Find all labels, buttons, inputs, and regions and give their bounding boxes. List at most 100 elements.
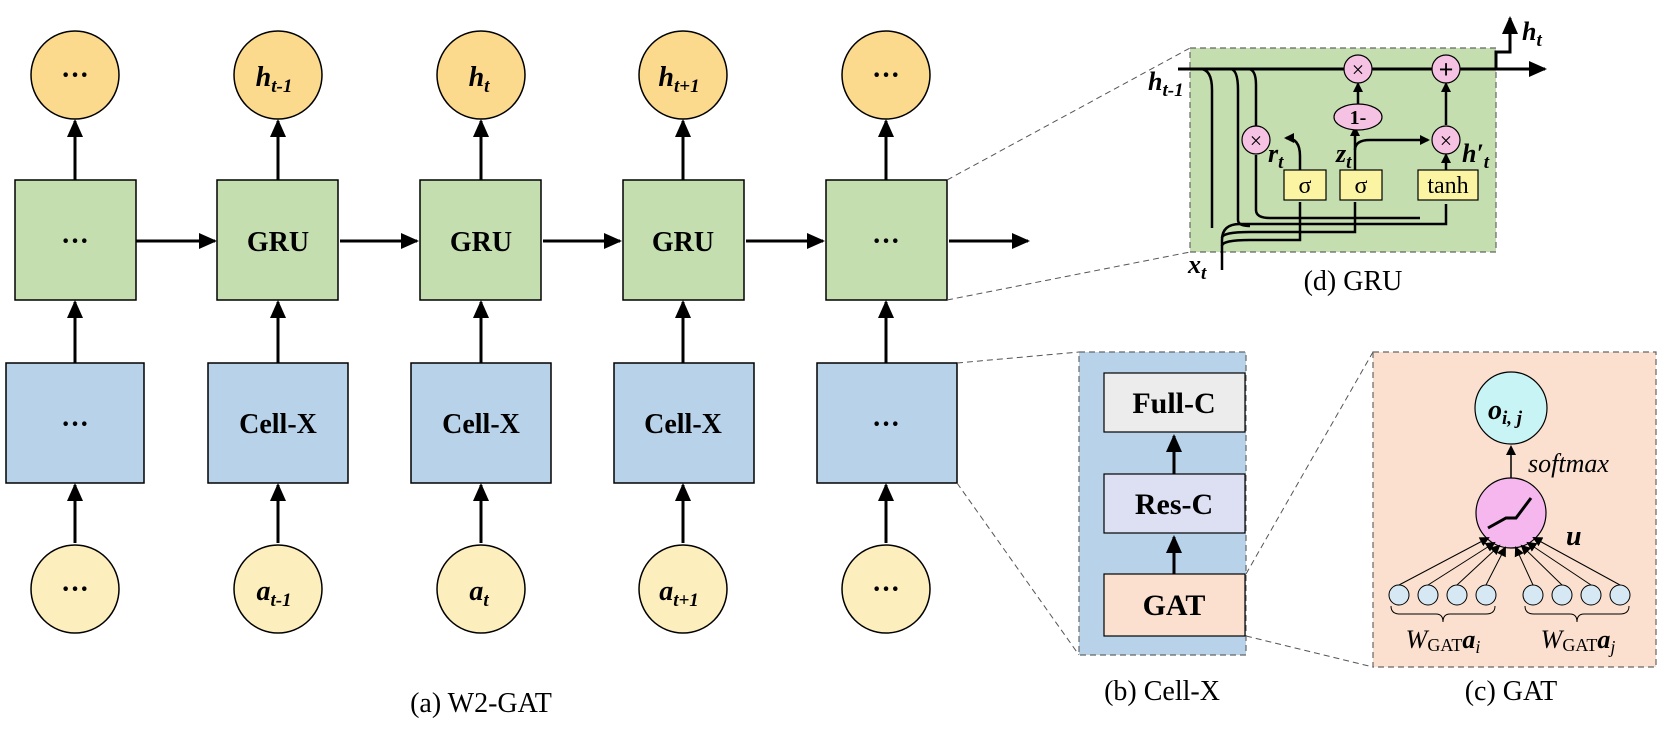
main-chain: ··· ··· ··· ··· ht-1 GRU Cell-X at-1 (5, 30, 1030, 719)
full-c-block (1103, 372, 1246, 433)
gru-label: GRU (652, 227, 714, 258)
input-node (841, 544, 931, 634)
input-feature-node (1551, 584, 1573, 606)
sigma-label: σ (1355, 173, 1368, 199)
connector-line (956, 351, 1080, 364)
gat-input-nodes (1388, 584, 1631, 606)
cellx-detail: Full-C Res-C GAT (b) Cell-X (1078, 351, 1247, 707)
input-label: at (469, 576, 489, 611)
caption-gat: (c) GAT (1465, 676, 1558, 707)
caption-w2-gat: (a) W2-GAT (410, 688, 552, 719)
cell-block (816, 362, 958, 484)
output-label: ht-1 (256, 62, 293, 97)
column-0: ··· ··· ··· ··· (5, 30, 145, 634)
output-label: ··· (61, 60, 89, 91)
fan-in-line (1526, 541, 1592, 586)
output-node (233, 30, 323, 120)
input-node (436, 544, 526, 634)
candidate-multiply-op (1431, 125, 1461, 155)
caption-gru: (d) GRU (1304, 266, 1403, 297)
gat-label: GAT (1143, 589, 1206, 622)
cell-block (613, 362, 755, 484)
tanh-gate (1417, 169, 1479, 201)
column-1: ht-1 GRU Cell-X at-1 (207, 30, 349, 634)
reset-multiply-op (1241, 125, 1271, 155)
output-oij-label: oi, j (1488, 395, 1523, 429)
reset-gate-path (1284, 133, 1302, 182)
x-branch (1220, 202, 1357, 239)
multiply-op (1343, 54, 1373, 84)
output-oij-node (1474, 371, 1548, 445)
h-out-label: ht (1522, 17, 1542, 51)
fan-in-line (1514, 546, 1534, 586)
connector-line (956, 482, 1080, 656)
input-feature-node (1580, 584, 1602, 606)
fan-in-line (1520, 544, 1563, 586)
right-brace (1524, 605, 1630, 623)
one-minus-label: 1- (1350, 107, 1367, 129)
input-label: ··· (61, 574, 89, 605)
relu-icon (1487, 497, 1533, 530)
gru-label: GRU (247, 227, 309, 258)
reset-output-path (1254, 155, 1420, 220)
column-2: ht GRU Cell-X at (410, 30, 552, 634)
fan-in-line (1427, 541, 1496, 586)
input-feature-node (1522, 584, 1544, 606)
cell-label: Cell-X (239, 409, 317, 440)
column-3: ht+1 GRU Cell-X at+1 (613, 30, 755, 634)
cell-label: ··· (872, 409, 900, 440)
sigma-label: σ (1299, 173, 1312, 199)
input-label: ··· (872, 574, 900, 605)
sigma-gate-reset (1283, 169, 1327, 201)
zoom-connectors (946, 47, 1374, 668)
gru-block (825, 179, 948, 301)
h-branch (1199, 67, 1214, 228)
input-feature-node (1609, 584, 1631, 606)
multiply-symbol: × (1440, 128, 1452, 153)
input-label: at+1 (659, 576, 699, 611)
tanh-label: tanh (1427, 173, 1468, 199)
z-label: zt (1335, 139, 1352, 173)
input-node (233, 544, 323, 634)
gru-block (216, 179, 339, 301)
connector-line (946, 251, 1191, 301)
fan-in-line (1398, 537, 1490, 586)
h-branch (1229, 67, 1251, 228)
fan-in-line (1485, 546, 1506, 586)
x-label: xt (1187, 250, 1207, 284)
fan-in-line (1532, 537, 1621, 586)
output-label: ht (469, 62, 491, 97)
one-minus-op (1333, 103, 1383, 131)
res-c-label: Res-C (1135, 488, 1213, 521)
multiply-symbol: × (1250, 128, 1262, 153)
full-c-label: Full-C (1132, 387, 1215, 420)
fan-in-lines (1398, 537, 1621, 586)
output-arrow (1486, 16, 1518, 71)
sigma-gate-update (1339, 169, 1383, 201)
cell-block (410, 362, 552, 484)
input-feature-node (1388, 584, 1410, 606)
cell-label: Cell-X (644, 409, 722, 440)
output-label: ··· (872, 60, 900, 91)
multiply-symbol: × (1352, 57, 1364, 82)
x-branch (1220, 202, 1302, 247)
gru-label: ··· (61, 226, 89, 257)
softmax-label: softmax (1528, 449, 1609, 478)
input-feature-node (1446, 584, 1468, 606)
cell-label: Cell-X (442, 409, 520, 440)
connector-line (1245, 351, 1374, 575)
input-feature-node (1475, 584, 1497, 606)
input-node (638, 544, 728, 634)
h-candidate-label: h′t (1462, 139, 1490, 173)
add-op (1431, 54, 1461, 84)
output-node (638, 30, 728, 120)
cell-label: ··· (61, 409, 89, 440)
add-symbol: + (1439, 55, 1454, 84)
gat-detail: oi, j softmax u (1372, 351, 1657, 707)
gru-detail: × + × × 1- σ σ tanh ht ht-1 xt rt zt h′t… (1148, 16, 1547, 297)
r-label: rt (1268, 139, 1284, 173)
w-gat-ai-label: WGATai (1406, 625, 1481, 657)
caption-cellx: (b) Cell-X (1104, 676, 1220, 707)
column-4: ··· ··· ··· ··· (816, 30, 958, 634)
